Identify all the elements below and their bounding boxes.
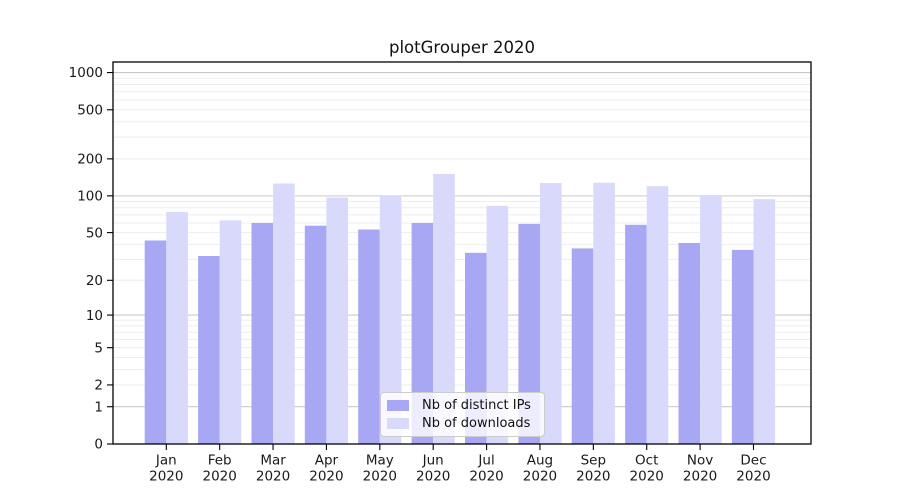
- bar-downloads-apr: [326, 197, 348, 444]
- x-tick-year-mar: 2020: [256, 469, 290, 485]
- y-tick-label-100: 100: [77, 189, 103, 205]
- bar-distinct-ips-apr: [304, 225, 327, 444]
- bar-downloads-jul: [486, 205, 509, 444]
- legend-swatch-distinct-ips: [387, 399, 409, 411]
- bar-downloads-jan: [166, 211, 188, 444]
- bar-downloads-oct: [646, 186, 669, 444]
- legend-row-distinct-ips: Nb of distinct IPs: [381, 397, 544, 414]
- x-tick-label-apr: Apr: [315, 453, 339, 469]
- x-tick-label-nov: Nov: [687, 453, 713, 469]
- bar-distinct-ips-jan: [144, 240, 167, 444]
- y-tick-label-0: 0: [94, 437, 103, 453]
- x-tick-label-oct: Oct: [635, 453, 658, 469]
- bar-downloads-aug: [540, 183, 562, 444]
- x-tick-year-may: 2020: [363, 469, 397, 485]
- x-tick-label-jun: Jun: [422, 453, 444, 469]
- bar-downloads-nov: [700, 195, 722, 444]
- x-tick-label-may: May: [366, 453, 394, 469]
- x-tick-year-jan: 2020: [149, 469, 183, 485]
- y-tick-label-20: 20: [86, 273, 103, 289]
- bar-distinct-ips-oct: [625, 224, 647, 444]
- y-tick-label-10: 10: [86, 308, 103, 324]
- x-tick-year-sep: 2020: [576, 469, 610, 485]
- legend-label-distinct-ips: Nb of distinct IPs: [422, 397, 531, 413]
- bar-distinct-ips-dec: [731, 249, 754, 444]
- x-tick-label-dec: Dec: [740, 453, 766, 469]
- bar-distinct-ips-nov: [678, 243, 701, 444]
- bar-downloads-feb: [219, 220, 242, 444]
- x-tick-label-jan: Jan: [155, 453, 177, 469]
- x-tick-year-jun: 2020: [416, 469, 450, 485]
- x-tick-label-aug: Aug: [527, 453, 553, 469]
- legend-label-downloads: Nb of downloads: [422, 416, 531, 432]
- x-tick-label-jul: Jul: [477, 453, 494, 469]
- x-tick-year-dec: 2020: [736, 469, 770, 485]
- bar-distinct-ips-may: [358, 229, 380, 444]
- bar-downloads-dec: [753, 199, 776, 444]
- bar-downloads-jun: [433, 173, 455, 444]
- y-tick-label-1: 1: [94, 399, 103, 415]
- y-tick-label-200: 200: [77, 152, 103, 168]
- x-tick-year-oct: 2020: [630, 469, 664, 485]
- x-tick-year-nov: 2020: [683, 469, 717, 485]
- y-tick-label-50: 50: [86, 225, 103, 241]
- x-tick-label-feb: Feb: [208, 453, 232, 469]
- y-tick-label-5: 5: [94, 340, 103, 356]
- bar-distinct-ips-aug: [518, 223, 540, 444]
- y-tick-label-2: 2: [94, 378, 103, 394]
- y-tick-label-1000: 1000: [69, 65, 103, 81]
- legend-swatch-downloads: [387, 418, 409, 430]
- x-tick-label-mar: Mar: [260, 453, 286, 469]
- x-tick-year-apr: 2020: [309, 469, 343, 485]
- axes-frame: [112, 61, 812, 445]
- x-tick-year-aug: 2020: [523, 469, 557, 485]
- bar-distinct-ips-sep: [571, 248, 594, 444]
- bar-downloads-mar: [273, 183, 295, 444]
- bar-distinct-ips-jun: [411, 223, 434, 444]
- x-tick-year-jul: 2020: [469, 469, 503, 485]
- legend-row-downloads: Nb of downloads: [381, 415, 544, 432]
- bar-distinct-ips-mar: [251, 223, 274, 444]
- x-tick-label-sep: Sep: [581, 453, 606, 469]
- bar-distinct-ips-feb: [198, 256, 220, 444]
- bar-downloads-sep: [593, 182, 615, 444]
- x-tick-year-feb: 2020: [203, 469, 237, 485]
- y-tick-label-500: 500: [77, 103, 103, 119]
- chart-title: plotGrouper 2020: [388, 38, 536, 57]
- bar-downloads-may: [379, 195, 402, 444]
- legend: Nb of distinct IPs Nb of downloads: [380, 392, 545, 437]
